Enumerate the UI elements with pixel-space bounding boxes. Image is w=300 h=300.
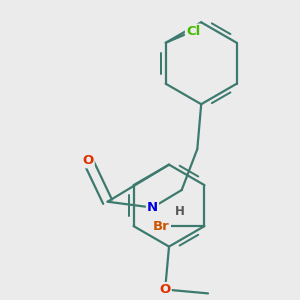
Text: O: O xyxy=(160,283,171,296)
Text: Br: Br xyxy=(153,220,170,232)
Text: H: H xyxy=(175,205,185,218)
Text: Cl: Cl xyxy=(186,25,200,38)
Text: O: O xyxy=(82,154,94,167)
Text: N: N xyxy=(147,201,158,214)
